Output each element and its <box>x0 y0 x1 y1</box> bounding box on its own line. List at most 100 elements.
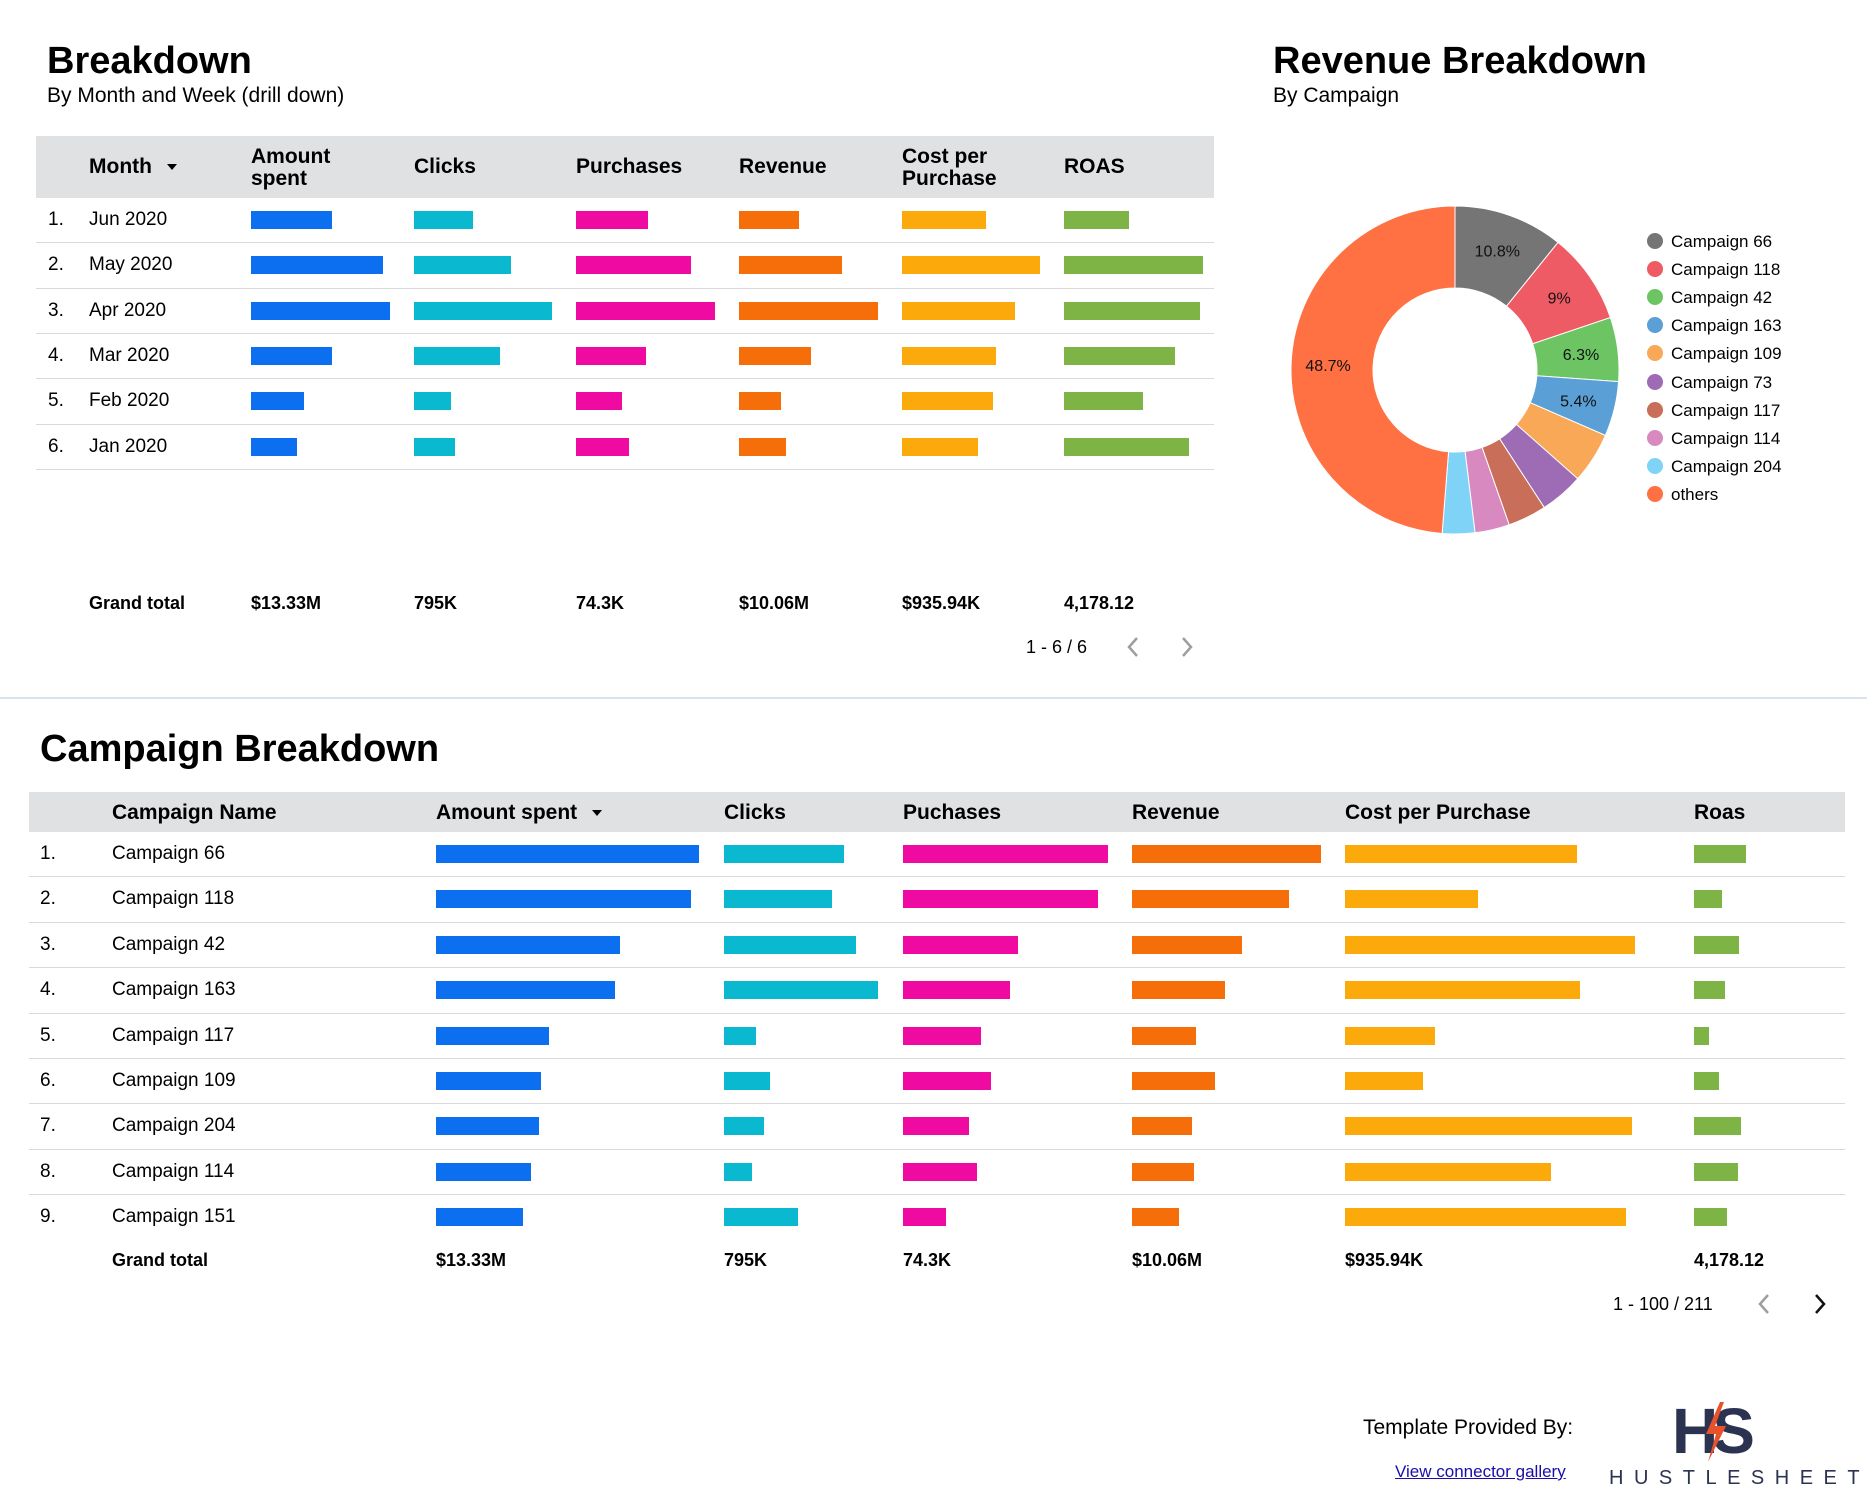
breakdown-bar-cpp <box>902 211 986 229</box>
campaign-bar-roas <box>1694 890 1722 909</box>
row-divider <box>36 287 1214 289</box>
row-divider <box>29 1012 1845 1014</box>
breakdown-bar-revenue <box>739 437 786 456</box>
legend-item[interactable]: Campaign 66 <box>1647 232 1772 252</box>
breakdown-row-index: 5. <box>48 390 64 412</box>
header-campaign-roas[interactable]: Roas <box>1694 801 1746 824</box>
campaign-bar-revenue <box>1132 981 1225 1000</box>
breakdown-row-month[interactable]: Jun 2020 <box>89 209 168 230</box>
breakdown-bar-cpp <box>902 256 1040 275</box>
campaign-bar-amount <box>436 1208 523 1227</box>
header-clicks[interactable]: Clicks <box>414 155 476 178</box>
campaign-row-name[interactable]: Campaign 42 <box>112 933 226 955</box>
header-cost-per-purchase[interactable]: Cost per Purchase <box>902 145 997 190</box>
header-purchases[interactable]: Purchases <box>576 155 683 178</box>
breakdown-bar-purchases <box>576 211 648 229</box>
campaign-bar-revenue <box>1132 1162 1194 1181</box>
hustlesheets-wordmark: HUSTLESHEETS <box>1609 1467 1867 1489</box>
campaign-row-name[interactable]: Campaign 118 <box>112 888 235 910</box>
campaign-prev-page-icon[interactable] <box>1757 1293 1771 1315</box>
legend-dot-icon <box>1647 401 1663 418</box>
campaign-bar-cpp <box>1345 1072 1423 1090</box>
header-campaign-revenue[interactable]: Revenue <box>1132 801 1220 824</box>
breakdown-subtitle: By Month and Week (drill down) <box>47 84 345 107</box>
campaign-bar-roas <box>1694 981 1725 1000</box>
legend-item[interactable]: Campaign 163 <box>1647 316 1782 336</box>
breakdown-bar-purchases <box>576 301 715 320</box>
campaign-bar-cpp <box>1345 1208 1626 1227</box>
breakdown-bar-amount <box>251 392 304 411</box>
sort-down-icon[interactable] <box>591 809 603 817</box>
row-divider <box>36 242 1214 244</box>
legend-label: Campaign 42 <box>1671 288 1773 308</box>
legend-label: Campaign 114 <box>1671 428 1781 448</box>
campaign-bar-roas <box>1694 935 1739 954</box>
breakdown-row-month[interactable]: Apr 2020 <box>89 299 167 321</box>
breakdown-bar-revenue <box>739 301 878 320</box>
campaign-row-name[interactable]: Campaign 163 <box>112 979 236 1001</box>
legend-item[interactable]: Campaign 118 <box>1647 260 1780 280</box>
legend-dot-icon <box>1647 261 1663 278</box>
header-campaign-purchases[interactable]: Puchases <box>903 801 1002 824</box>
campaign-row-name[interactable]: Campaign 109 <box>112 1070 236 1091</box>
header-month[interactable]: Month <box>89 156 178 178</box>
row-divider <box>36 332 1214 334</box>
campaign-pager-text: 1 - 100 / 211 <box>1613 1294 1713 1314</box>
campaign-row-index: 9. <box>40 1206 56 1228</box>
campaign-bar-cpp <box>1345 1026 1435 1045</box>
breakdown-prev-page-icon[interactable] <box>1126 636 1140 658</box>
header-campaign-name[interactable]: Campaign Name <box>112 801 277 824</box>
campaign-header-band <box>29 792 1845 832</box>
breakdown-header-band <box>36 136 1214 198</box>
breakdown-row-index: 6. <box>48 435 64 457</box>
campaign-bar-clicks <box>724 1162 752 1181</box>
legend-item[interactable]: others <box>1647 485 1718 505</box>
breakdown-next-page-icon[interactable] <box>1180 636 1194 658</box>
campaign-bar-amount <box>436 845 699 863</box>
legend-item[interactable]: Campaign 204 <box>1647 457 1782 477</box>
campaign-bar-roas <box>1694 1162 1738 1181</box>
legend-item[interactable]: Campaign 117 <box>1647 401 1780 421</box>
breakdown-row-month[interactable]: Mar 2020 <box>89 344 170 366</box>
campaign-bar-purchases <box>903 1026 981 1045</box>
campaign-row-name[interactable]: Campaign 204 <box>112 1115 236 1137</box>
campaign-row-index: 4. <box>40 979 56 1001</box>
campaign-row-name[interactable]: Campaign 117 <box>112 1024 235 1046</box>
campaign-total-cpp: $935.94K <box>1345 1250 1424 1270</box>
legend-item[interactable]: Campaign 73 <box>1647 373 1772 393</box>
campaign-title: Campaign Breakdown <box>40 728 440 770</box>
legend-item[interactable]: Campaign 42 <box>1647 288 1772 308</box>
header-amount-spent[interactable]: Amount spent <box>251 145 331 190</box>
legend-item[interactable]: Campaign 114 <box>1647 429 1780 449</box>
row-divider <box>29 967 1845 969</box>
legend-item[interactable]: Campaign 109 <box>1647 344 1782 364</box>
breakdown-row-month[interactable]: Feb 2020 <box>89 390 170 412</box>
campaign-row-name[interactable]: Campaign 114 <box>112 1160 235 1182</box>
section-divider <box>0 697 1867 699</box>
breakdown-row-index: 2. <box>48 254 64 276</box>
header-campaign-clicks[interactable]: Clicks <box>724 801 786 824</box>
legend-label: Campaign 117 <box>1671 400 1781 420</box>
breakdown-bar-cpp <box>902 301 1015 320</box>
campaign-next-page-icon[interactable] <box>1813 1293 1827 1315</box>
sort-down-icon[interactable] <box>166 163 178 171</box>
breakdown-bar-purchases <box>576 392 622 411</box>
campaign-row-index: 3. <box>40 933 56 955</box>
breakdown-row-month[interactable]: Jan 2020 <box>89 435 168 457</box>
breakdown-row-month[interactable]: May 2020 <box>89 254 173 276</box>
campaign-row-name[interactable]: Campaign 66 <box>112 843 226 864</box>
header-campaign-cpp[interactable]: Cost per Purchase <box>1345 801 1531 824</box>
breakdown-total-purchases: 74.3K <box>576 593 625 613</box>
campaign-row-name[interactable]: Campaign 151 <box>112 1206 236 1228</box>
header-revenue[interactable]: Revenue <box>739 155 827 178</box>
breakdown-bar-revenue <box>739 346 811 365</box>
legend-label: Campaign 118 <box>1671 260 1781 280</box>
header-campaign-amount-label: Amount spent <box>436 801 578 824</box>
campaign-bar-clicks <box>724 1117 764 1136</box>
header-roas[interactable]: ROAS <box>1064 155 1125 178</box>
row-divider <box>29 1058 1845 1059</box>
view-connector-gallery-link[interactable]: View connector gallery <box>1395 1462 1566 1481</box>
header-campaign-amount[interactable]: Amount spent <box>436 802 603 824</box>
campaign-bar-cpp <box>1345 935 1635 954</box>
donut-slice[interactable] <box>1290 205 1456 535</box>
